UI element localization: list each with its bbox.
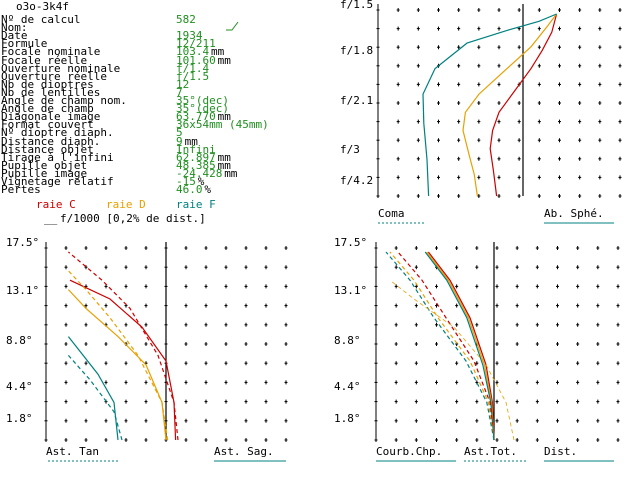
param-label: Nom: [1, 21, 28, 35]
param-label: Ouverture réelle [1, 69, 107, 83]
distortion-scale-marker: __ [44, 212, 58, 225]
param-label: Format couvert [1, 118, 94, 132]
legend-entry: raie D [106, 198, 146, 211]
param-label: Nb de dioptres [1, 77, 94, 91]
y-tick-label: f/2.1 [340, 94, 373, 107]
param-value: Infini [176, 142, 216, 156]
y-tick-label: 17.5° [6, 236, 39, 249]
param-label: Diagonale image [1, 110, 101, 124]
plot-label-left: Coma [378, 207, 405, 220]
series-c-curve [397, 251, 495, 441]
series-d-curve [389, 251, 495, 441]
series-c-curve [489, 13, 558, 197]
param-value: 103.4 [176, 45, 210, 59]
plot-label-left: Courb.Chp. [376, 445, 442, 458]
series-f-curve [422, 13, 557, 197]
param-value: 5 [176, 126, 183, 140]
y-tick-label: 1.8° [6, 412, 33, 425]
param-label: Nb de lentilles [1, 85, 101, 99]
param-unit: mm [211, 45, 225, 59]
param-value: 48.385 [176, 158, 216, 172]
y-tick-label: 1.8° [334, 412, 361, 425]
param-value: 9 [176, 134, 183, 148]
y-tick-label: 4.4° [334, 380, 361, 393]
series-d-curve [67, 270, 169, 441]
plot-label-right: Ab. Sphé. [544, 207, 604, 220]
param-unit: % [197, 175, 205, 188]
y-tick-label: 8.8° [6, 334, 33, 347]
param-label: Distance objet [1, 142, 94, 156]
param-label: Vignetage relatif [1, 175, 114, 188]
param-value: 101.60 [176, 53, 216, 67]
plot-label-right: Ast. Sag. [214, 445, 274, 458]
series-f-curve [424, 251, 495, 441]
param-value: 62.897 [176, 150, 216, 164]
y-tick-label: 8.8° [334, 334, 361, 347]
legend-entry: raie F [176, 198, 216, 211]
param-value: 7 [176, 85, 183, 99]
y-tick-label: 13.1° [334, 284, 367, 297]
param-label: Distance diaph. [1, 134, 101, 148]
param-label: Ouverture nominale [1, 61, 121, 75]
param-label: Tirage à l'infini [1, 150, 114, 164]
param-value: 12/211 [176, 37, 216, 51]
series-c-curve [68, 251, 179, 441]
y-tick-label: 4.4° [6, 380, 33, 393]
param-value: 46.0 [176, 183, 203, 197]
param-value: f/1.4 [176, 61, 210, 75]
y-tick-label: f/1.8 [340, 44, 373, 57]
param-value: 582 [176, 13, 196, 26]
plot-label-left: Ast. Tan [46, 445, 99, 458]
series-d-curve [389, 279, 515, 441]
y-tick-label: 13.1° [6, 284, 39, 297]
param-label: Angle de champ nom. [1, 94, 127, 107]
scale-note: f/1000 [0,2% de dist.] [60, 212, 206, 225]
y-tick-label: f/4.2 [340, 174, 373, 187]
param-value: -24.428 [176, 166, 223, 180]
param-value: 1934 [176, 29, 203, 43]
param-value: 12 [176, 77, 190, 91]
param-unit: mm [217, 150, 231, 164]
legend-entry: raie C [36, 198, 76, 211]
param-label: Focale nominale [1, 45, 101, 59]
param-unit: % [204, 183, 212, 197]
param-value: f/1.5 [176, 69, 210, 83]
plot-label-middle: Ast.Tot. [464, 445, 517, 458]
param-label: Nº dioptre diaph. [1, 126, 114, 140]
param-value: 36x54mm (45mm) [176, 118, 269, 132]
param-label: Pupille image [1, 166, 88, 180]
param-unit: mm [184, 134, 198, 148]
plot-label-right: Dist. [544, 445, 577, 458]
param-value: 35°(dec) [176, 102, 229, 116]
param-label: Focale réelle [1, 53, 88, 67]
param-unit: mm [224, 166, 238, 180]
param-label: Date [1, 29, 28, 43]
series-d-curve [426, 251, 495, 441]
param-value: 63.770 [176, 110, 216, 124]
param-label: Nº de calcul [1, 13, 81, 26]
lens-id-title: o3o-3k4f [16, 0, 69, 13]
series-f-curve [385, 251, 495, 441]
y-tick-label: 17.5° [334, 236, 367, 249]
series-f-curve [67, 355, 123, 441]
param-label: Pertes [1, 183, 41, 197]
param-unit: mm [217, 53, 231, 67]
param-unit: mm [217, 158, 231, 172]
series-d-curve [67, 289, 167, 441]
param-value: 35°(dec) [176, 94, 229, 107]
series-d-curve [462, 13, 558, 197]
check-mark [226, 21, 239, 31]
param-label: Pupille objet [1, 158, 88, 172]
param-value: -15 [176, 175, 196, 188]
param-label: Formule [1, 37, 48, 51]
param-unit: mm [217, 110, 231, 124]
y-tick-label: f/1.5 [340, 0, 373, 11]
series-f-curve [67, 336, 119, 441]
y-tick-label: f/3 [340, 143, 360, 156]
series-c-curve [427, 251, 495, 441]
param-label: Angle de champ [1, 102, 94, 116]
